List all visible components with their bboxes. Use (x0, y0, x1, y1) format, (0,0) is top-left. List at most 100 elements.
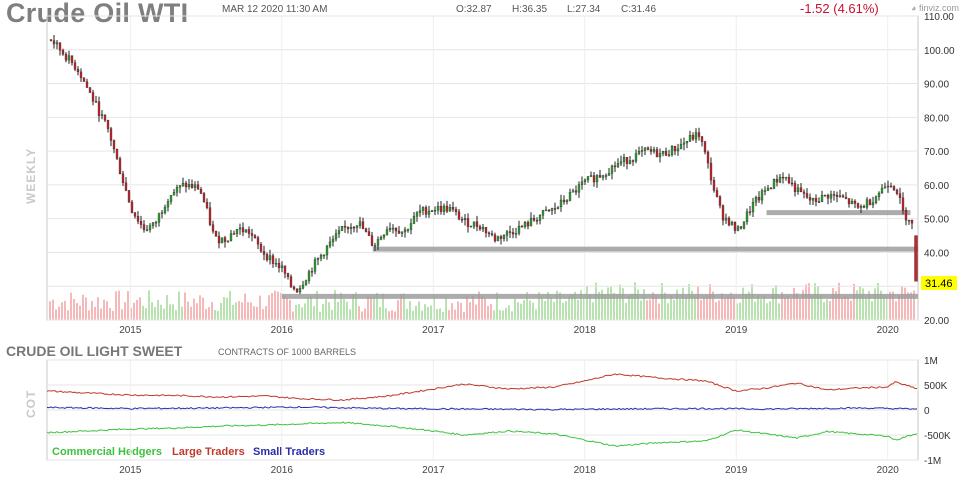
cot-gridlines (47, 359, 918, 461)
volume-bar (199, 295, 201, 320)
candle-body (322, 254, 326, 257)
candle-body (403, 229, 407, 233)
candle-body (298, 288, 302, 293)
candle-body (349, 227, 353, 229)
volume-bar (685, 297, 687, 320)
candle-body (757, 197, 761, 201)
candle-body (247, 229, 251, 234)
low-value: L:27.34 (567, 4, 601, 15)
volume-bar (64, 300, 66, 320)
candle-body (835, 194, 839, 197)
candle-body (277, 263, 281, 269)
candle-body (829, 194, 833, 199)
candle-body (511, 232, 515, 235)
candle-body (355, 225, 359, 228)
candle-body (295, 288, 299, 293)
volume-bar (565, 301, 567, 320)
candle-body (352, 227, 356, 229)
volume-bar (169, 304, 171, 320)
volume-bar (115, 291, 117, 320)
volume-bar (643, 289, 645, 320)
candle-body (886, 185, 890, 188)
volume-bar (559, 292, 561, 320)
volume-bar (844, 296, 846, 320)
cot-tick-label: 1M (924, 356, 938, 367)
candle-body (661, 151, 665, 154)
candle-body (250, 233, 254, 236)
volume-bar (136, 299, 138, 320)
candle-body (109, 128, 113, 141)
candle-body (796, 187, 800, 192)
candle-body (397, 230, 401, 234)
candle-body (826, 195, 830, 199)
legend-large-traders: Large Traders (172, 446, 245, 458)
volume-bar (871, 301, 873, 320)
candle-body (310, 271, 314, 273)
finviz-logo[interactable]: ◕ finviz.com (911, 3, 959, 13)
volume-bar (286, 297, 288, 320)
year-tick-label: 2019 (725, 325, 748, 336)
volume-bar (289, 299, 291, 320)
volume-bar (595, 282, 597, 320)
candle-body (859, 206, 863, 208)
volume-bar (769, 301, 771, 320)
volume-bar (730, 292, 732, 320)
candle-body (304, 280, 308, 286)
volume-bar (781, 292, 783, 320)
candle-body (862, 206, 866, 208)
candle-body (61, 49, 65, 55)
candle-body (892, 186, 896, 191)
volume-bar (601, 289, 603, 320)
volume-bar (316, 290, 318, 320)
candle-body (238, 227, 242, 230)
candle-body (853, 200, 857, 204)
candle-body (883, 186, 887, 189)
volume-bar (373, 297, 375, 320)
candle-body (199, 189, 203, 194)
volume-bar (421, 310, 423, 320)
candle-body (598, 175, 602, 178)
volume-bar (538, 292, 540, 320)
candle-body (454, 209, 458, 212)
volume-bar (196, 303, 198, 320)
volume-bar (634, 282, 636, 320)
volume-bar (181, 306, 183, 320)
volume-bar (397, 300, 399, 320)
candle-body (370, 235, 374, 246)
volume-bar (715, 302, 717, 320)
candle-body (475, 221, 479, 227)
candle-body (904, 210, 908, 221)
candle-body (337, 230, 341, 234)
candle-body (814, 198, 818, 202)
volume-bar (58, 306, 60, 320)
volume-bar (157, 299, 159, 320)
volume-bar (130, 307, 132, 320)
last-price-box (921, 276, 957, 290)
volume-bar (142, 305, 144, 320)
candle-body (514, 233, 518, 235)
volume-bar (835, 291, 837, 320)
candle-body (367, 231, 371, 236)
candle-body (262, 251, 266, 255)
year-tick-label: 2017 (422, 465, 445, 476)
candle-body (847, 198, 851, 205)
candle-body (631, 160, 635, 162)
candle-body (316, 258, 320, 260)
volume-bar (298, 304, 300, 320)
volume-bar (670, 295, 672, 320)
volume-bar (862, 288, 864, 320)
volume-bar (775, 285, 777, 320)
volume-bar (67, 310, 69, 320)
last-price-label: 31.46 (925, 278, 953, 290)
candle-body (121, 173, 125, 183)
volume-bar (508, 305, 510, 320)
volume-bar (175, 310, 177, 320)
volume-bar (343, 299, 345, 320)
volume-bar (265, 306, 267, 320)
cot-series (46, 373, 918, 448)
volume-bar (499, 310, 501, 320)
candle-body (565, 200, 569, 203)
volume-bar (337, 301, 339, 320)
finviz-logo-text: finviz.com (918, 3, 959, 13)
